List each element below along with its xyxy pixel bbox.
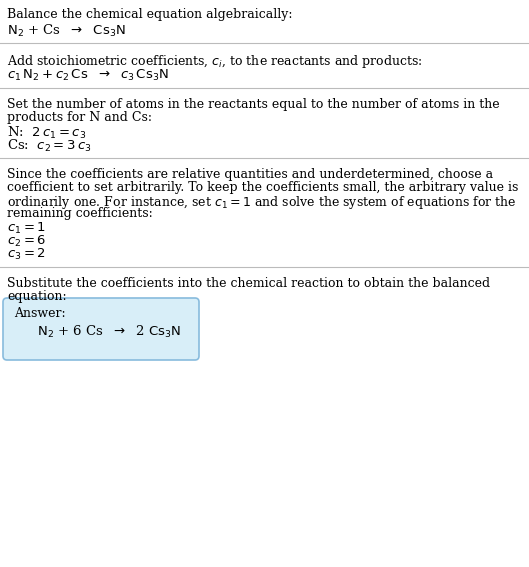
Text: remaining coefficients:: remaining coefficients:	[7, 207, 153, 220]
Text: Substitute the coefficients into the chemical reaction to obtain the balanced: Substitute the coefficients into the che…	[7, 277, 490, 290]
FancyBboxPatch shape	[3, 298, 199, 360]
Text: $\mathrm{N_2}$ + 6 Cs  $\rightarrow$  2 $\mathrm{Cs_3N}$: $\mathrm{N_2}$ + 6 Cs $\rightarrow$ 2 $\…	[37, 324, 181, 340]
Text: $c_1 = 1$: $c_1 = 1$	[7, 221, 46, 236]
Text: $\mathrm{N_2}$ + Cs  $\rightarrow$  $\mathrm{Cs_3N}$: $\mathrm{N_2}$ + Cs $\rightarrow$ $\math…	[7, 23, 126, 39]
Text: $c_3 = 2$: $c_3 = 2$	[7, 247, 46, 262]
Text: N:  $2\,c_1 = c_3$: N: $2\,c_1 = c_3$	[7, 125, 86, 141]
Text: Answer:: Answer:	[14, 307, 66, 320]
Text: Balance the chemical equation algebraically:: Balance the chemical equation algebraica…	[7, 8, 293, 21]
Text: Set the number of atoms in the reactants equal to the number of atoms in the: Set the number of atoms in the reactants…	[7, 98, 499, 111]
Text: Add stoichiometric coefficients, $c_i$, to the reactants and products:: Add stoichiometric coefficients, $c_i$, …	[7, 53, 423, 70]
Text: Since the coefficients are relative quantities and underdetermined, choose a: Since the coefficients are relative quan…	[7, 168, 493, 181]
Text: coefficient to set arbitrarily. To keep the coefficients small, the arbitrary va: coefficient to set arbitrarily. To keep …	[7, 181, 518, 194]
Text: ordinarily one. For instance, set $c_1 = 1$ and solve the system of equations fo: ordinarily one. For instance, set $c_1 =…	[7, 194, 517, 211]
Text: equation:: equation:	[7, 290, 67, 303]
Text: $c_2 = 6$: $c_2 = 6$	[7, 234, 47, 249]
Text: $c_1\,\mathrm{N_2} + c_2\,\mathrm{Cs}$  $\rightarrow$  $c_3\,\mathrm{Cs_3N}$: $c_1\,\mathrm{N_2} + c_2\,\mathrm{Cs}$ $…	[7, 68, 169, 83]
Text: Cs:  $c_2 = 3\,c_3$: Cs: $c_2 = 3\,c_3$	[7, 138, 92, 154]
Text: products for N and Cs:: products for N and Cs:	[7, 111, 152, 124]
